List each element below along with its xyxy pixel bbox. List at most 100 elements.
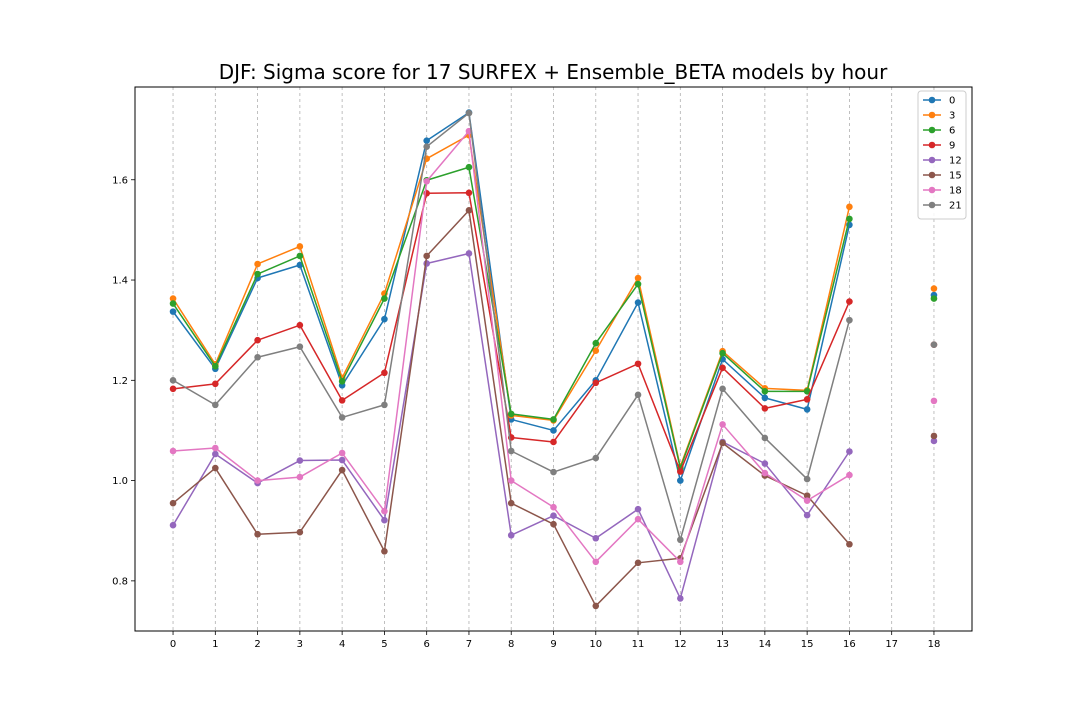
data-point (930, 295, 938, 302)
x-tick-label: 0 (170, 639, 176, 650)
data-point (465, 163, 473, 171)
data-point (930, 285, 938, 292)
legend-label: 0 (949, 96, 955, 107)
data-point (381, 369, 388, 377)
data-point (761, 460, 769, 467)
data-point (254, 260, 261, 268)
legend-entry: 18 (923, 186, 962, 197)
y-tick-label: 1.6 (112, 175, 128, 186)
data-point (212, 450, 219, 458)
data-point (381, 295, 388, 302)
data-point (719, 364, 726, 372)
data-point (634, 274, 642, 282)
x-tick-label: 3 (297, 639, 303, 650)
data-point (296, 321, 304, 329)
data-point (846, 203, 853, 211)
data-point (550, 520, 557, 528)
data-point (677, 595, 684, 602)
legend-entry: 21 (923, 201, 962, 212)
data-point (592, 534, 600, 542)
data-point (930, 341, 938, 349)
data-point (677, 536, 684, 544)
series-21 (169, 109, 938, 544)
data-point (212, 464, 219, 472)
data-point (803, 497, 811, 504)
data-point (803, 492, 811, 499)
data-point (338, 449, 346, 457)
x-tick-label: 8 (508, 639, 514, 650)
data-point (550, 503, 557, 511)
legend-marker (928, 96, 936, 104)
data-point (212, 380, 219, 388)
data-point (846, 316, 853, 324)
data-point (254, 530, 261, 538)
data-point (296, 252, 304, 260)
legend-entry: 15 (923, 171, 962, 182)
data-point (254, 336, 261, 344)
data-point (803, 406, 811, 413)
legend-entry: 0 (923, 96, 955, 107)
data-point (507, 499, 515, 507)
data-point (169, 385, 177, 393)
legend-label: 9 (949, 141, 955, 152)
data-point (634, 515, 642, 523)
data-point (169, 377, 177, 384)
data-point (846, 540, 853, 548)
data-point (592, 379, 600, 387)
data-point (507, 410, 515, 418)
x-tick-label: 15 (801, 639, 814, 650)
data-point (169, 300, 177, 307)
legend-label: 3 (949, 111, 955, 122)
x-tick-label: 18 (928, 639, 941, 650)
data-point (550, 438, 557, 446)
data-point (761, 388, 769, 395)
legend-label: 21 (949, 201, 962, 212)
data-point (634, 559, 642, 567)
data-point (592, 339, 600, 347)
data-point (719, 349, 726, 357)
data-point (761, 405, 769, 412)
series-6 (169, 163, 938, 472)
data-point (169, 521, 177, 529)
x-tick-label: 12 (674, 639, 687, 650)
data-point (719, 439, 726, 447)
x-tick-label: 1 (212, 639, 218, 650)
data-point (169, 447, 177, 455)
data-point (761, 434, 769, 442)
data-point (634, 391, 642, 399)
data-point (254, 353, 261, 361)
data-point (592, 558, 600, 566)
data-point (719, 421, 726, 428)
data-point (423, 177, 430, 185)
x-tick-label: 6 (423, 639, 429, 650)
legend-box (917, 90, 967, 220)
data-point (803, 396, 811, 403)
data-point (550, 416, 557, 423)
data-point (719, 385, 726, 393)
chart-title: DJF: Sigma score for 17 SURFEX + Ensembl… (219, 60, 888, 84)
x-tick-label: 11 (632, 639, 645, 650)
data-point (169, 308, 177, 315)
data-point (634, 299, 642, 306)
data-point (465, 207, 473, 214)
data-point (338, 456, 346, 464)
data-point (381, 516, 388, 524)
legend-entry: 12 (923, 156, 962, 167)
data-point (212, 444, 219, 452)
legend-marker (928, 201, 936, 209)
data-point (296, 457, 304, 464)
data-point (169, 295, 177, 302)
data-point (550, 512, 557, 519)
x-tick-label: 4 (339, 639, 345, 650)
data-point (550, 468, 557, 476)
data-point (296, 261, 304, 269)
data-point (677, 558, 684, 566)
data-point (930, 397, 938, 405)
x-tick-label: 16 (843, 639, 856, 650)
y-tick-label: 1.4 (112, 276, 128, 287)
legend-label: 6 (949, 126, 955, 137)
x-tick-label: 13 (716, 639, 729, 650)
data-point (761, 394, 769, 402)
